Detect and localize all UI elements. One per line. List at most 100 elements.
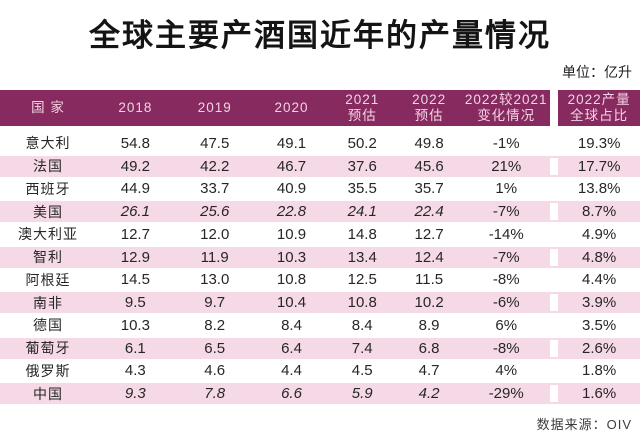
table-row: 中国 9.3 7.8 6.6 5.9 4.2 -29% 1.6% [0,383,640,404]
value-cell-change: -14% [488,225,524,243]
value-cell-share: 4.8% [550,248,640,266]
header-cell-2018: 2018 [118,100,153,116]
header-cell-country: 国 家 [31,100,65,116]
value-cell-2021: 4.5 [351,362,373,380]
country-cell: 阿根廷 [25,271,71,288]
value-cell-change: -7% [492,248,520,266]
country-cell: 南非 [33,294,63,311]
unit-label: 单位：亿升 [562,64,632,80]
value-cell-2018: 12.7 [120,225,150,243]
value-cell-2022: 4.7 [418,362,440,380]
table-row: 澳大利亚 12.7 12.0 10.9 14.8 12.7 -14% 4.9% [0,224,640,245]
table-row: 智利 12.9 11.9 10.3 13.4 12.4 -7% 4.8% [0,246,640,268]
value-cell-share: 13.8% [550,180,640,198]
value-cell-2022: 8.9 [418,316,440,334]
value-cell-2021: 35.5 [347,180,377,198]
value-cell-2020: 10.9 [276,225,307,243]
value-cell-share: 4.4% [550,271,640,289]
value-cell-2018: 6.1 [124,339,146,357]
value-cell-2020: 40.9 [276,180,307,198]
header-cell-share: 2022产量 全球占比 [550,90,640,126]
value-cell-2021: 14.8 [347,225,377,243]
header-cell-2022-est: 2022 预估 [412,92,447,123]
value-cell-share: 8.7% [550,203,640,221]
value-cell-share: 1.8% [550,362,640,380]
value-cell-2020: 49.1 [276,134,307,152]
value-cell-2018: 26.1 [120,203,150,221]
value-cell-2021: 8.4 [351,316,373,334]
country-cell: 俄罗斯 [25,362,71,379]
value-cell-2019: 6.5 [204,339,226,357]
value-cell-2021: 10.8 [347,294,377,312]
value-cell-2022: 12.4 [414,248,444,266]
value-cell-change: -29% [488,385,524,403]
value-cell-2019: 7.8 [204,385,226,403]
value-cell-2020: 46.7 [276,157,307,175]
header-cell-2021-est: 2021 预估 [345,92,380,123]
value-cell-2020: 8.4 [281,316,302,334]
value-cell-2020: 4.4 [281,362,302,380]
value-cell-2018: 44.9 [120,180,150,198]
value-cell-2021: 12.5 [347,271,377,289]
value-cell-2022: 10.2 [414,294,444,312]
table-body: 意大利 54.8 47.5 49.1 50.2 49.8 -1% 19.3% 法… [0,133,640,404]
value-cell-share: 19.3% [550,134,640,152]
source-label: 数据来源：OIV [536,417,632,432]
table-row: 俄罗斯 4.3 4.6 4.4 4.5 4.7 4% 1.8% [0,361,640,382]
table-row: 法国 49.2 42.2 46.7 37.6 45.6 21% 17.7% [0,155,640,177]
value-cell-change: -6% [492,294,520,312]
country-cell: 西班牙 [25,180,71,197]
value-cell-2019: 13.0 [200,271,230,289]
value-cell-2021: 7.4 [351,339,373,357]
table-header-row: 国 家 2018 2019 2020 2021 预估 2022 预估 2022较… [0,90,640,126]
value-cell-2021: 24.1 [347,203,377,221]
value-cell-2021: 5.9 [351,385,373,403]
table-row: 南非 9.5 9.7 10.4 10.8 10.2 -6% 3.9% [0,292,640,313]
header-cell-2019: 2019 [197,100,232,116]
country-cell: 智利 [33,249,63,266]
value-cell-change: -8% [492,339,520,357]
table-row: 西班牙 44.9 33.7 40.9 35.5 35.7 1% 13.8% [0,179,640,200]
production-table: 国 家 2018 2019 2020 2021 预估 2022 预估 2022较… [0,90,640,404]
value-cell-change: -7% [492,203,520,221]
value-cell-2018: 12.9 [120,248,150,266]
value-cell-2018: 9.5 [124,294,146,312]
value-cell-share: 2.6% [550,339,640,357]
header-cell-2020: 2020 [274,100,309,116]
value-cell-share: 17.7% [550,157,640,175]
page-title: 全球主要产酒国近年的产量情况 [89,18,551,53]
value-cell-2021: 37.6 [347,157,377,175]
table-row: 葡萄牙 6.1 6.5 6.4 7.4 6.8 -8% 2.6% [0,337,640,359]
country-cell: 美国 [33,203,63,220]
value-cell-share: 1.6% [550,385,640,403]
table-row: 意大利 54.8 47.5 49.1 50.2 49.8 -1% 19.3% [0,133,640,154]
value-cell-2019: 12.0 [200,225,230,243]
value-cell-2021: 13.4 [347,248,377,266]
value-cell-2019: 25.6 [200,203,230,221]
value-cell-2018: 4.3 [124,362,146,380]
table-row: 德国 10.3 8.2 8.4 8.4 8.9 6% 3.5% [0,315,640,336]
value-cell-2019: 11.9 [200,248,229,266]
value-cell-2018: 10.3 [120,316,150,334]
value-cell-2020: 6.6 [281,385,302,403]
value-cell-2018: 14.5 [120,271,150,289]
value-cell-2022: 35.7 [414,180,444,198]
country-cell: 中国 [33,385,63,402]
value-cell-change: 1% [495,180,518,198]
value-cell-share: 4.9% [550,225,640,243]
value-cell-share: 3.5% [550,316,640,334]
value-cell-2020: 10.3 [276,248,307,266]
country-cell: 葡萄牙 [25,340,71,357]
value-cell-2019: 33.7 [200,180,230,198]
value-cell-2019: 47.5 [200,134,230,152]
value-cell-change: 21% [491,157,522,175]
value-cell-2020: 10.4 [276,294,307,312]
value-cell-change: -1% [492,134,520,152]
value-cell-2019: 42.2 [200,157,230,175]
value-cell-2018: 54.8 [120,134,150,152]
value-cell-2022: 45.6 [414,157,444,175]
value-cell-2022: 11.5 [415,271,444,289]
table-row: 阿根廷 14.5 13.0 10.8 12.5 11.5 -8% 4.4% [0,270,640,291]
country-cell: 德国 [33,317,63,334]
